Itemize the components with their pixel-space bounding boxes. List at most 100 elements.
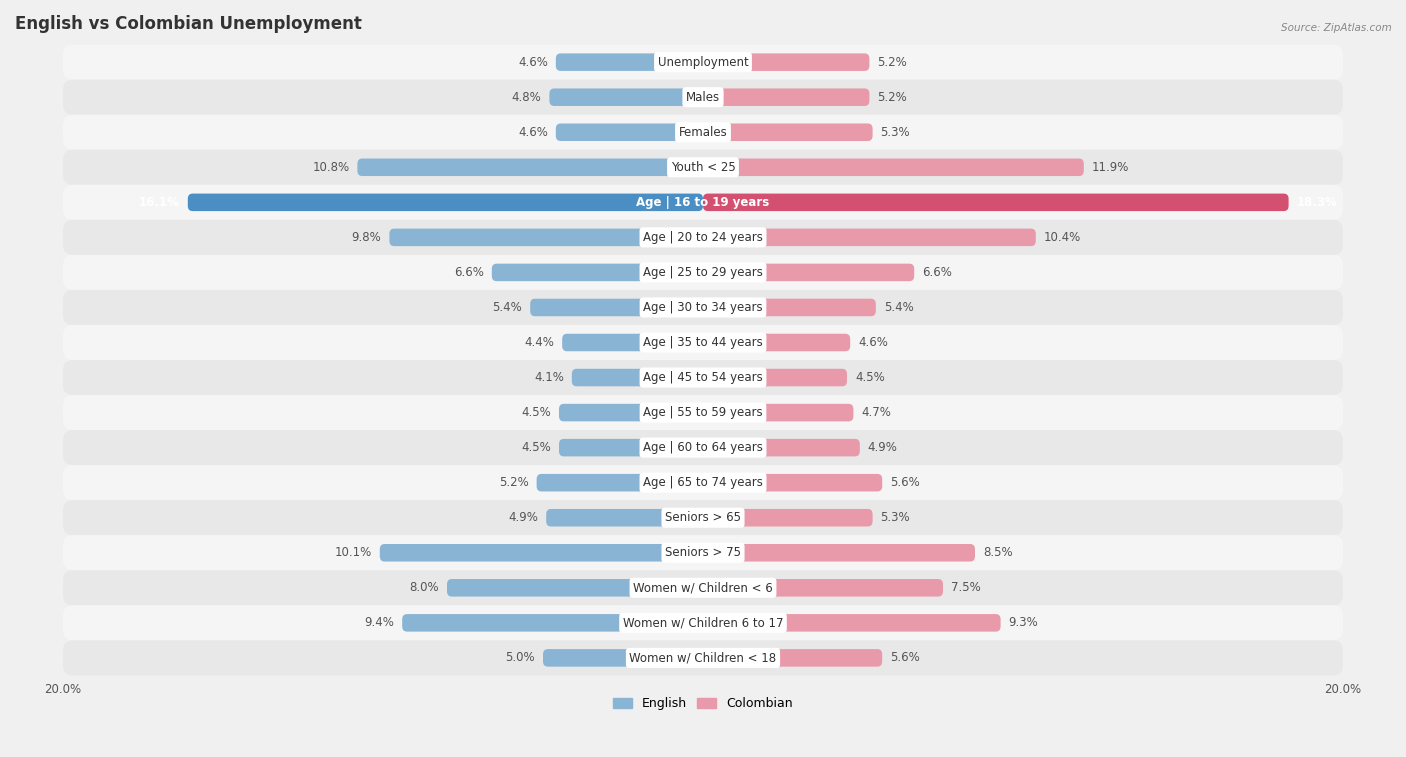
- FancyBboxPatch shape: [63, 535, 1343, 570]
- Text: 4.5%: 4.5%: [522, 406, 551, 419]
- FancyBboxPatch shape: [63, 185, 1343, 220]
- FancyBboxPatch shape: [492, 263, 703, 281]
- Text: 5.2%: 5.2%: [877, 91, 907, 104]
- FancyBboxPatch shape: [447, 579, 703, 597]
- FancyBboxPatch shape: [63, 430, 1343, 465]
- FancyBboxPatch shape: [703, 123, 873, 141]
- FancyBboxPatch shape: [537, 474, 703, 491]
- FancyBboxPatch shape: [63, 360, 1343, 395]
- FancyBboxPatch shape: [63, 255, 1343, 290]
- Text: Age | 65 to 74 years: Age | 65 to 74 years: [643, 476, 763, 489]
- Text: Youth < 25: Youth < 25: [671, 160, 735, 174]
- FancyBboxPatch shape: [63, 500, 1343, 535]
- FancyBboxPatch shape: [63, 150, 1343, 185]
- Text: Source: ZipAtlas.com: Source: ZipAtlas.com: [1281, 23, 1392, 33]
- FancyBboxPatch shape: [63, 640, 1343, 675]
- Text: 5.3%: 5.3%: [880, 126, 910, 139]
- FancyBboxPatch shape: [546, 509, 703, 526]
- Text: 6.6%: 6.6%: [454, 266, 484, 279]
- Text: Seniors > 65: Seniors > 65: [665, 511, 741, 524]
- Text: 4.5%: 4.5%: [522, 441, 551, 454]
- Text: Seniors > 75: Seniors > 75: [665, 547, 741, 559]
- FancyBboxPatch shape: [703, 650, 882, 667]
- FancyBboxPatch shape: [703, 439, 860, 456]
- Text: 9.3%: 9.3%: [1008, 616, 1039, 629]
- Text: Males: Males: [686, 91, 720, 104]
- Text: Age | 60 to 64 years: Age | 60 to 64 years: [643, 441, 763, 454]
- FancyBboxPatch shape: [63, 115, 1343, 150]
- Text: Age | 35 to 44 years: Age | 35 to 44 years: [643, 336, 763, 349]
- FancyBboxPatch shape: [357, 158, 703, 176]
- FancyBboxPatch shape: [380, 544, 703, 562]
- Text: English vs Colombian Unemployment: English vs Colombian Unemployment: [15, 15, 361, 33]
- Text: 11.9%: 11.9%: [1092, 160, 1129, 174]
- FancyBboxPatch shape: [703, 299, 876, 316]
- Text: 5.6%: 5.6%: [890, 476, 920, 489]
- FancyBboxPatch shape: [703, 89, 869, 106]
- FancyBboxPatch shape: [560, 439, 703, 456]
- Text: 4.6%: 4.6%: [517, 126, 548, 139]
- Text: 7.5%: 7.5%: [950, 581, 981, 594]
- FancyBboxPatch shape: [402, 614, 703, 631]
- Text: 9.4%: 9.4%: [364, 616, 394, 629]
- FancyBboxPatch shape: [63, 570, 1343, 606]
- FancyBboxPatch shape: [63, 395, 1343, 430]
- FancyBboxPatch shape: [703, 229, 1036, 246]
- Text: 10.8%: 10.8%: [312, 160, 350, 174]
- FancyBboxPatch shape: [63, 79, 1343, 115]
- Text: 4.1%: 4.1%: [534, 371, 564, 384]
- FancyBboxPatch shape: [63, 465, 1343, 500]
- Text: 4.4%: 4.4%: [524, 336, 554, 349]
- Text: Age | 20 to 24 years: Age | 20 to 24 years: [643, 231, 763, 244]
- Text: 4.9%: 4.9%: [868, 441, 897, 454]
- Text: 4.6%: 4.6%: [517, 56, 548, 69]
- FancyBboxPatch shape: [703, 614, 1001, 631]
- Text: 18.3%: 18.3%: [1296, 196, 1337, 209]
- Text: 10.4%: 10.4%: [1043, 231, 1081, 244]
- FancyBboxPatch shape: [63, 290, 1343, 325]
- Text: Age | 55 to 59 years: Age | 55 to 59 years: [643, 406, 763, 419]
- Text: Unemployment: Unemployment: [658, 56, 748, 69]
- FancyBboxPatch shape: [703, 509, 873, 526]
- Text: Age | 16 to 19 years: Age | 16 to 19 years: [637, 196, 769, 209]
- FancyBboxPatch shape: [703, 194, 1289, 211]
- Text: 4.8%: 4.8%: [512, 91, 541, 104]
- FancyBboxPatch shape: [389, 229, 703, 246]
- FancyBboxPatch shape: [703, 334, 851, 351]
- Text: 5.6%: 5.6%: [890, 651, 920, 665]
- FancyBboxPatch shape: [703, 579, 943, 597]
- Text: 5.0%: 5.0%: [505, 651, 536, 665]
- FancyBboxPatch shape: [703, 54, 869, 71]
- Text: 6.6%: 6.6%: [922, 266, 952, 279]
- Text: 4.5%: 4.5%: [855, 371, 884, 384]
- Text: Age | 30 to 34 years: Age | 30 to 34 years: [643, 301, 763, 314]
- Text: 5.2%: 5.2%: [499, 476, 529, 489]
- Text: 16.1%: 16.1%: [139, 196, 180, 209]
- FancyBboxPatch shape: [560, 403, 703, 422]
- FancyBboxPatch shape: [703, 158, 1084, 176]
- Text: 4.9%: 4.9%: [509, 511, 538, 524]
- Legend: English, Colombian: English, Colombian: [609, 693, 797, 715]
- Text: 4.6%: 4.6%: [858, 336, 889, 349]
- Text: 5.3%: 5.3%: [880, 511, 910, 524]
- FancyBboxPatch shape: [703, 403, 853, 422]
- Text: Women w/ Children < 18: Women w/ Children < 18: [630, 651, 776, 665]
- FancyBboxPatch shape: [572, 369, 703, 386]
- Text: 5.2%: 5.2%: [877, 56, 907, 69]
- Text: 8.0%: 8.0%: [409, 581, 439, 594]
- FancyBboxPatch shape: [550, 89, 703, 106]
- FancyBboxPatch shape: [703, 544, 974, 562]
- FancyBboxPatch shape: [530, 299, 703, 316]
- Text: 5.4%: 5.4%: [884, 301, 914, 314]
- FancyBboxPatch shape: [63, 45, 1343, 79]
- FancyBboxPatch shape: [63, 220, 1343, 255]
- Text: 10.1%: 10.1%: [335, 547, 371, 559]
- FancyBboxPatch shape: [703, 263, 914, 281]
- Text: Women w/ Children < 6: Women w/ Children < 6: [633, 581, 773, 594]
- FancyBboxPatch shape: [63, 325, 1343, 360]
- Text: Females: Females: [679, 126, 727, 139]
- Text: 8.5%: 8.5%: [983, 547, 1012, 559]
- FancyBboxPatch shape: [188, 194, 703, 211]
- FancyBboxPatch shape: [562, 334, 703, 351]
- Text: 5.4%: 5.4%: [492, 301, 522, 314]
